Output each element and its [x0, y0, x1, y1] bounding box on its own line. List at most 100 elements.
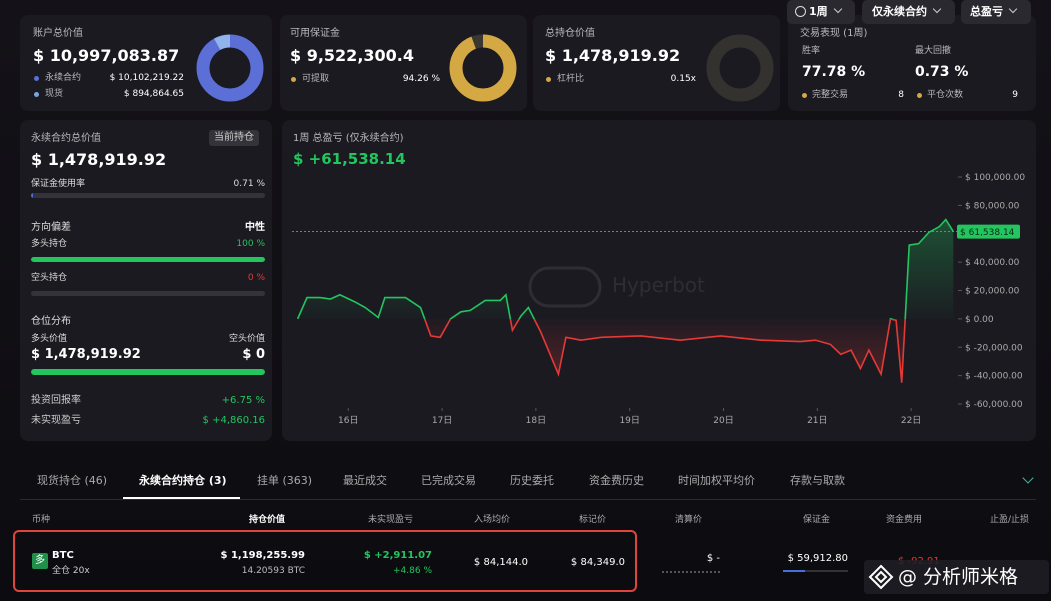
- mark-price: $ 84,349.0: [570, 557, 625, 568]
- clock-icon: [795, 6, 806, 17]
- active-tab-underline: [123, 497, 240, 499]
- stat-label: 胜率: [802, 46, 821, 56]
- legend-dot: [291, 77, 296, 82]
- stat-value: 0.73 %: [915, 64, 969, 80]
- column-header[interactable]: 币种: [32, 515, 51, 525]
- card-value: $ 10,997,083.87: [33, 46, 180, 65]
- row-value: 9: [1012, 90, 1018, 100]
- credit: @ 分析师米格: [898, 566, 1019, 588]
- value: 100 %: [236, 239, 265, 249]
- liq-indicator: [662, 571, 720, 573]
- tab[interactable]: 时间加权平均价: [678, 474, 755, 487]
- value: 0.71 %: [233, 179, 265, 189]
- legend-dot: [34, 92, 39, 97]
- label: 多头价值: [31, 334, 68, 344]
- label: 空头持仓: [31, 273, 68, 283]
- label: 未实现盈亏: [31, 415, 81, 426]
- pnl-percent: +4.86 %: [393, 566, 432, 576]
- position-value: $ 1,198,255.99: [220, 550, 305, 561]
- progress-bar: [31, 257, 265, 262]
- tab[interactable]: 现货持仓 (46): [37, 474, 108, 487]
- button-label: 总盈亏: [970, 5, 1003, 18]
- tab[interactable]: 挂单 (363): [257, 474, 313, 487]
- margin-fill: [783, 570, 805, 572]
- column-header[interactable]: 未实现盈亏: [368, 515, 414, 525]
- legend-dot: [34, 76, 39, 81]
- summary-title: 永续合约总价值: [31, 133, 101, 144]
- column-header[interactable]: 资金费用: [886, 515, 923, 525]
- entry-price: $ 84,144.0: [473, 557, 528, 568]
- row-label: 平仓次数: [927, 90, 964, 100]
- row-label: 现货: [45, 89, 64, 99]
- label: 投资回报率: [31, 395, 81, 406]
- row-value: $ 894,864.65: [123, 89, 184, 99]
- legend-dot: [546, 77, 551, 82]
- tab[interactable]: 永续合约持仓 (3): [139, 474, 227, 487]
- label: 方向偏差: [31, 222, 71, 233]
- credit-logo: [868, 564, 894, 590]
- value: $ +4,860.16: [202, 415, 265, 426]
- column-header[interactable]: 保证金: [803, 515, 831, 525]
- expand-chevron[interactable]: [1022, 472, 1034, 484]
- row-value: 0.15x: [670, 74, 696, 84]
- tab[interactable]: 历史委托: [510, 474, 554, 487]
- bar-fill: [31, 369, 265, 375]
- row-label: 可提取: [302, 74, 330, 84]
- credit-box: [864, 560, 1049, 594]
- bar-fill: [31, 257, 265, 262]
- chevron: [833, 4, 842, 14]
- label: 保证金使用率: [31, 179, 86, 189]
- row-label: 杠杆比: [557, 74, 585, 84]
- tab[interactable]: 资金费历史: [589, 474, 644, 487]
- position-size: 14.20593 BTC: [241, 566, 305, 576]
- tab[interactable]: 已完成交易: [421, 474, 476, 487]
- total-pnl: $ +61,538.14: [293, 150, 406, 168]
- coin: BTC: [52, 550, 74, 561]
- value: 0 %: [247, 273, 265, 283]
- value: $ 1,478,919.92: [31, 347, 141, 362]
- button-label: 仅永续合约: [872, 5, 927, 18]
- card-label: 总持仓价值: [545, 28, 595, 39]
- card-label: 账户总价值: [33, 28, 83, 39]
- period-button[interactable]: 1周: [787, 0, 855, 24]
- highlight-box: [13, 530, 637, 592]
- row-value: 94.26 %: [402, 74, 440, 84]
- chart-title: 1周 总盈亏 (仅永续合约): [293, 133, 404, 144]
- label: 仓位分布: [31, 316, 71, 327]
- legend-dot: [917, 93, 922, 98]
- row-label: 永续合约: [45, 73, 82, 83]
- row-value: $ 10,102,219.22: [109, 73, 184, 83]
- value: +6.75 %: [221, 395, 265, 406]
- column-header[interactable]: 清算价: [675, 515, 703, 525]
- summary-panel: [20, 120, 272, 441]
- label: 空头价值: [228, 334, 265, 344]
- metric-button[interactable]: 总盈亏: [961, 0, 1031, 24]
- tab[interactable]: 最近成交: [343, 474, 387, 487]
- stat-label: 最大回撤: [915, 46, 952, 56]
- card-label: 可用保证金: [290, 28, 340, 39]
- value: 中性: [245, 222, 265, 233]
- chevron: [1008, 4, 1018, 14]
- filter-button[interactable]: 仅永续合约: [862, 0, 955, 24]
- margin: $ 59,912.80: [787, 553, 848, 564]
- column-header[interactable]: 持仓价值: [249, 515, 286, 525]
- row-label: 完整交易: [812, 90, 849, 100]
- card-label: 交易表现 (1周): [800, 28, 868, 39]
- liq-price: $ -: [706, 553, 720, 564]
- progress-bar: [31, 369, 265, 375]
- progress-bar: [31, 291, 265, 296]
- margin-indicator: [783, 570, 848, 572]
- column-header[interactable]: 止盈/止损: [990, 515, 1030, 525]
- tab[interactable]: 存款与取款: [790, 474, 845, 487]
- card: [788, 15, 1036, 111]
- card-value: $ 1,478,919.92: [545, 46, 681, 65]
- row-value: 8: [898, 90, 904, 100]
- badge: 当前持仓: [209, 130, 259, 146]
- divider: [20, 499, 1036, 500]
- legend-dot: [802, 93, 807, 98]
- stat-value: 77.78 %: [802, 64, 866, 80]
- column-header[interactable]: 入场均价: [474, 515, 511, 525]
- label: 多头持仓: [31, 239, 68, 249]
- column-header[interactable]: 标记价: [579, 515, 607, 525]
